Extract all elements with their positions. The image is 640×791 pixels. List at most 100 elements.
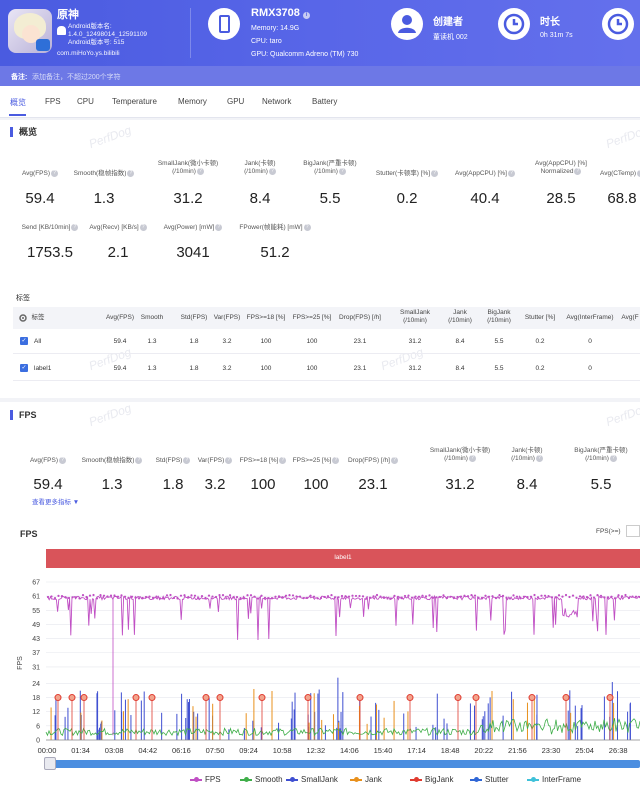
fps-series-line	[47, 594, 640, 641]
bigjank-marker	[80, 694, 88, 702]
tab-cpu[interactable]: CPU	[77, 97, 94, 106]
legend-label: InterFrame	[542, 775, 582, 784]
fps-metric-label: Smooth(稳帧指数)?	[72, 457, 152, 465]
bigjank-marker	[606, 694, 614, 702]
table-cell: All	[34, 338, 42, 345]
table-header-cell: FPS>=18 [%]	[246, 314, 286, 321]
help-icon[interactable]: ?	[183, 457, 191, 464]
tab-overview[interactable]: 概览	[10, 98, 26, 107]
fps-point	[102, 594, 106, 597]
help-icon[interactable]: ?	[390, 457, 398, 464]
labels-table-header	[13, 307, 640, 329]
help-icon[interactable]: ?	[135, 457, 143, 464]
bigjank-marker	[258, 694, 266, 702]
fps-point	[312, 595, 316, 598]
tab-gpu[interactable]: GPU	[227, 97, 245, 106]
legend-item-smooth[interactable]: Smooth	[240, 775, 283, 784]
legend-item-interframe[interactable]: InterFrame	[527, 775, 581, 784]
legend-swatch	[286, 776, 298, 782]
table-cell: 3.2	[222, 338, 232, 345]
table-header-cell: Jank (/10min)	[448, 309, 472, 324]
fps-point	[123, 595, 127, 598]
bigjank-marker	[454, 694, 462, 702]
fps-metric-label: Var(FPS)?	[175, 457, 255, 465]
help-icon[interactable]: ?	[279, 457, 287, 464]
row-checkbox[interactable]: ✓	[20, 337, 28, 345]
fps-point	[501, 594, 505, 597]
table-cell: 0	[588, 338, 592, 345]
y-tick-label: 49	[32, 622, 40, 629]
legend-item-jank[interactable]: Jank	[350, 775, 382, 784]
fps-point	[414, 595, 417, 598]
legend-item-bigjank[interactable]: BigJank	[410, 775, 453, 784]
bigjank-marker	[356, 694, 364, 702]
table-cell: 1.8	[189, 365, 199, 372]
note-bar[interactable]: 备注: 添加备注，不超过200个字符	[0, 66, 640, 86]
settings-icon[interactable]	[19, 314, 27, 322]
help-icon[interactable]: ?	[59, 457, 67, 464]
help-icon[interactable]: ?	[431, 170, 439, 177]
help-icon[interactable]: ?	[51, 170, 59, 177]
help-icon[interactable]: ?	[139, 224, 147, 231]
fps-point	[533, 593, 536, 597]
time-range-slider[interactable]	[46, 760, 640, 768]
table-cell: label1	[34, 365, 52, 372]
legend-item-fps[interactable]: FPS	[190, 775, 221, 784]
table-header-cell: FPS>=25 [%]	[292, 314, 332, 321]
fps-point	[92, 593, 95, 597]
tab-temperature[interactable]: Temperature	[112, 97, 157, 106]
fps-point	[487, 595, 491, 598]
help-icon[interactable]: ?	[225, 457, 233, 464]
fps-point	[540, 594, 543, 597]
fps-point	[522, 595, 526, 598]
show-more-metrics-link[interactable]: 查看更多指标 ▼	[32, 499, 80, 506]
fps-point	[333, 596, 337, 599]
help-icon[interactable]: ?	[196, 168, 204, 175]
help-icon[interactable]: ?	[332, 457, 340, 464]
fps-point	[456, 595, 459, 599]
help-icon[interactable]: ?	[535, 455, 543, 462]
fps-point	[204, 596, 207, 600]
legend-item-stutter[interactable]: Stutter	[470, 775, 509, 784]
help-icon[interactable]: ?	[215, 224, 223, 231]
fps-point	[158, 597, 162, 600]
help-icon[interactable]: ?	[468, 455, 476, 462]
bigjank-marker	[406, 694, 414, 702]
fps-point	[214, 595, 218, 599]
legend-item-smalljank[interactable]: SmallJank	[286, 775, 338, 784]
fps-metric-label: BigJank(严重卡顿) (/10min)?	[574, 447, 628, 463]
legend-label: Jank	[365, 775, 382, 784]
help-icon[interactable]: ?	[507, 170, 515, 177]
tab-battery[interactable]: Battery	[312, 97, 338, 106]
bigjank-marker	[472, 694, 480, 702]
help-icon[interactable]: ?	[303, 224, 311, 231]
help-icon[interactable]: ?	[574, 168, 582, 175]
metric-value: 1.3	[93, 190, 115, 207]
tab-fps[interactable]: FPS	[45, 97, 61, 106]
fps-point	[200, 595, 204, 598]
fps-point	[508, 597, 512, 600]
history-icon[interactable]	[602, 8, 634, 40]
help-icon[interactable]: ?	[127, 170, 135, 177]
device-memory: Memory: 14.9G	[251, 25, 300, 32]
help-icon[interactable]: ?	[71, 224, 79, 231]
fps-point	[400, 597, 403, 600]
help-icon[interactable]: ?	[268, 168, 276, 175]
row-checkbox[interactable]: ✓	[20, 364, 28, 372]
fps-point	[179, 594, 183, 597]
fps-point	[106, 595, 109, 598]
table-cell: 100	[260, 365, 272, 372]
fps-point	[515, 595, 519, 598]
duration-title: 时长	[540, 17, 560, 28]
help-icon[interactable]: ?	[609, 455, 617, 462]
info-icon[interactable]: i	[302, 12, 310, 19]
tab-network[interactable]: Network	[262, 97, 292, 106]
tab-memory[interactable]: Memory	[178, 97, 207, 106]
note-input[interactable]: 添加备注，不超过200个字符	[32, 74, 121, 81]
time-range-slider-handle[interactable]	[44, 757, 56, 770]
fps-point	[564, 593, 568, 597]
fps-point	[78, 597, 81, 600]
fps-point	[627, 596, 631, 600]
help-icon[interactable]: ?	[338, 168, 346, 175]
